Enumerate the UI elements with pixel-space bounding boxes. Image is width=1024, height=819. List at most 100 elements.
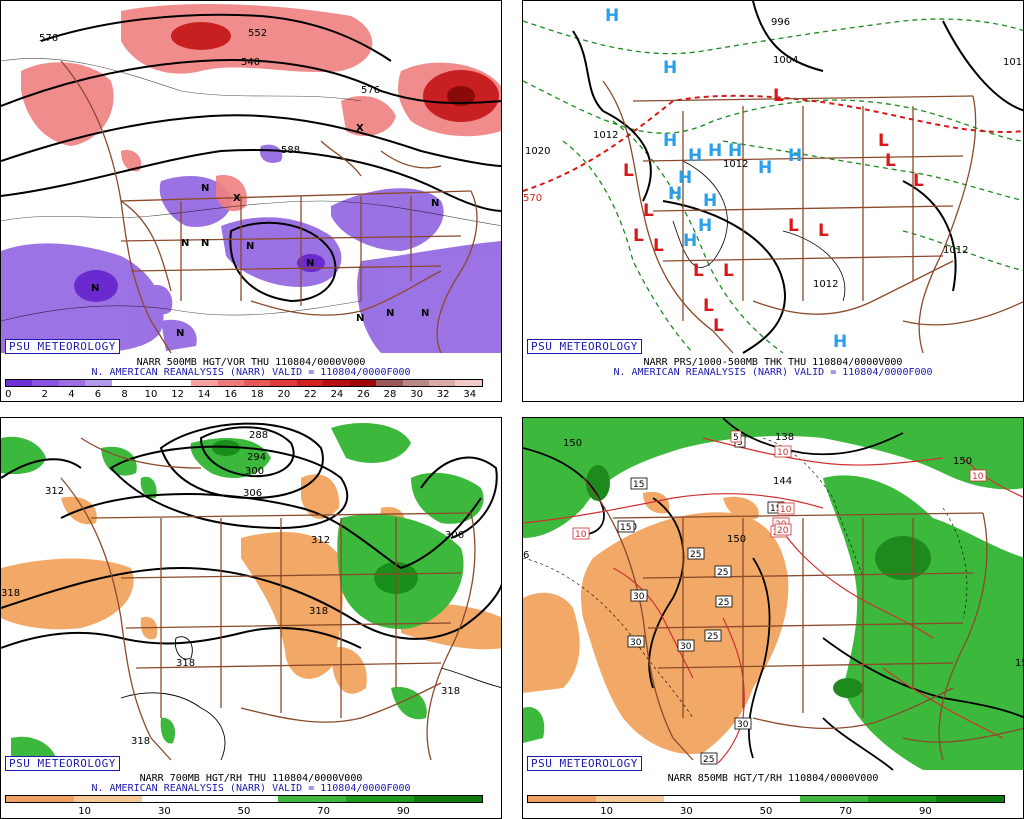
color-bar-swatch bbox=[664, 796, 732, 802]
psu-meteorology-label: PSU METEOROLOGY bbox=[527, 339, 642, 354]
svg-text:20: 20 bbox=[777, 526, 789, 536]
svg-text:10: 10 bbox=[575, 530, 587, 540]
panel-500mb-vorticity: 576 552 540 576 588 N N N N N N N N N N N X X PS… bbox=[0, 0, 502, 402]
temperature-label: 10 bbox=[777, 502, 795, 515]
height-contours-thin bbox=[120, 636, 501, 761]
color-bar-swatch bbox=[278, 796, 346, 802]
map-850mb: 150 150 150 144 138 150 15 6 51015151020… bbox=[523, 418, 1023, 771]
temperature-label: 15 bbox=[617, 520, 635, 533]
temperature-label: 10 bbox=[969, 469, 987, 482]
contour-label: 1012 bbox=[723, 159, 748, 170]
psu-meteorology-label: PSU METEOROLOGY bbox=[5, 339, 120, 354]
contour-label: 312 bbox=[311, 535, 330, 546]
svg-text:N: N bbox=[176, 328, 184, 339]
caption-line1: NARR 700MB HGT/RH THU 110804/0000V000 bbox=[139, 773, 363, 784]
temperature-label: 25 bbox=[714, 565, 732, 578]
svg-text:10: 10 bbox=[777, 448, 789, 458]
color-bar-swatch bbox=[58, 380, 86, 386]
color-bar-tick-label: 30 bbox=[157, 806, 171, 817]
color-bar-swatch bbox=[6, 380, 33, 386]
contour-label: 318 bbox=[176, 658, 195, 669]
vorticity-color-bar bbox=[5, 379, 483, 387]
svg-text:15: 15 bbox=[620, 523, 631, 533]
svg-text:H: H bbox=[688, 146, 702, 166]
geography-borders bbox=[602, 80, 1023, 354]
color-bar-tick-label: 20 bbox=[277, 389, 291, 400]
svg-text:L: L bbox=[653, 236, 664, 256]
temperature-label: 25 bbox=[700, 752, 718, 765]
temperature-label: 25 bbox=[704, 629, 722, 642]
svg-text:25: 25 bbox=[707, 632, 718, 642]
svg-text:L: L bbox=[713, 316, 724, 336]
contour-label: 288 bbox=[249, 430, 268, 441]
humidity-color-bar bbox=[527, 795, 1005, 803]
color-bar-tick-label: 14 bbox=[197, 389, 211, 400]
color-bar-swatch bbox=[402, 380, 429, 386]
svg-text:L: L bbox=[643, 201, 654, 221]
psu-meteorology-label: PSU METEOROLOGY bbox=[527, 756, 642, 771]
color-bar-tick-label: 28 bbox=[383, 389, 397, 400]
svg-text:L: L bbox=[878, 131, 889, 151]
svg-text:15: 15 bbox=[633, 480, 644, 490]
color-bar-tick-label: 22 bbox=[304, 389, 317, 400]
color-bar-tick-label: 10 bbox=[600, 806, 614, 817]
svg-text:H: H bbox=[698, 216, 712, 236]
contour-label: 576 bbox=[361, 85, 380, 96]
color-bar-swatch bbox=[429, 380, 456, 386]
color-bar-swatch bbox=[936, 796, 1004, 802]
contour-label: 6 bbox=[523, 550, 529, 561]
svg-text:H: H bbox=[605, 6, 619, 26]
color-bar-swatch bbox=[32, 380, 59, 386]
caption-line1: NARR 850MB HGT/T/RH 110804/0000V000 bbox=[667, 773, 879, 784]
color-bar-tick-label: 32 bbox=[436, 389, 450, 400]
svg-text:L: L bbox=[623, 161, 634, 181]
svg-text:10: 10 bbox=[972, 472, 984, 482]
svg-text:N: N bbox=[201, 183, 209, 194]
height-contours bbox=[1, 13, 501, 303]
color-bar-tick-label: 34 bbox=[463, 389, 477, 400]
contour-label: 1012 bbox=[1003, 57, 1024, 68]
svg-text:H: H bbox=[663, 58, 677, 78]
contour-label: 552 bbox=[248, 28, 267, 39]
contour-label: 1020 bbox=[525, 146, 550, 157]
thickness-contours bbox=[523, 18, 1023, 354]
contour-label: 150 bbox=[727, 534, 746, 545]
svg-text:L: L bbox=[773, 86, 784, 106]
color-bar-swatch bbox=[142, 796, 210, 802]
map-pressure-thickness: 996 1004 1012 1020 1012 1012 1012 1012 5… bbox=[523, 1, 1024, 354]
color-bar-swatch bbox=[800, 796, 868, 802]
vorticity-minimum-marks: N N N N N N N N N N N X X bbox=[91, 123, 439, 339]
temperature-label: 30 bbox=[630, 589, 648, 602]
temperature-label: 30 bbox=[627, 635, 645, 648]
svg-text:H: H bbox=[678, 168, 692, 188]
contour-label: 318 bbox=[131, 736, 150, 747]
vorticity-contours bbox=[1, 58, 501, 322]
color-bar-swatch bbox=[138, 380, 165, 386]
geography-borders bbox=[582, 477, 1023, 761]
caption-line2: N. AMERICAN REANALYSIS (NARR) VALID = 11… bbox=[613, 367, 933, 378]
color-bar-tick-label: 10 bbox=[78, 806, 92, 817]
color-bar-tick-label: 26 bbox=[357, 389, 370, 400]
color-bar-tick-label: 18 bbox=[250, 389, 264, 400]
contour-label: 150 bbox=[563, 438, 582, 449]
moist-areas bbox=[523, 418, 1023, 770]
very-moist-areas bbox=[586, 465, 931, 698]
color-bar-swatch bbox=[528, 796, 596, 802]
color-bar-tick-label: 0 bbox=[5, 389, 12, 400]
color-bar-swatch bbox=[323, 380, 350, 386]
geography-borders bbox=[60, 60, 478, 354]
svg-text:5: 5 bbox=[733, 433, 739, 443]
color-bar-swatch bbox=[868, 796, 936, 802]
contour-label: 996 bbox=[771, 17, 790, 28]
svg-text:L: L bbox=[818, 221, 829, 241]
contour-label: 150 bbox=[953, 456, 972, 467]
panel-sea-level-pressure-thickness: 996 1004 1012 1020 1012 1012 1012 1012 5… bbox=[522, 0, 1024, 402]
contour-label: 540 bbox=[241, 57, 260, 68]
caption-line2: N. AMERICAN REANALYSIS (NARR) VALID = 11… bbox=[91, 783, 411, 794]
svg-text:L: L bbox=[885, 151, 896, 171]
contour-label: 318 bbox=[309, 606, 328, 617]
svg-text:H: H bbox=[683, 231, 697, 251]
color-bar-swatch bbox=[191, 380, 218, 386]
svg-text:5: 5 bbox=[737, 438, 743, 448]
